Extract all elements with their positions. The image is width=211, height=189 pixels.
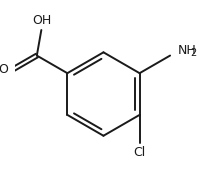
Text: OH: OH: [33, 14, 52, 27]
Text: 2: 2: [191, 48, 197, 58]
Text: O: O: [0, 63, 8, 76]
Text: Cl: Cl: [134, 146, 146, 159]
Text: NH: NH: [177, 44, 196, 57]
